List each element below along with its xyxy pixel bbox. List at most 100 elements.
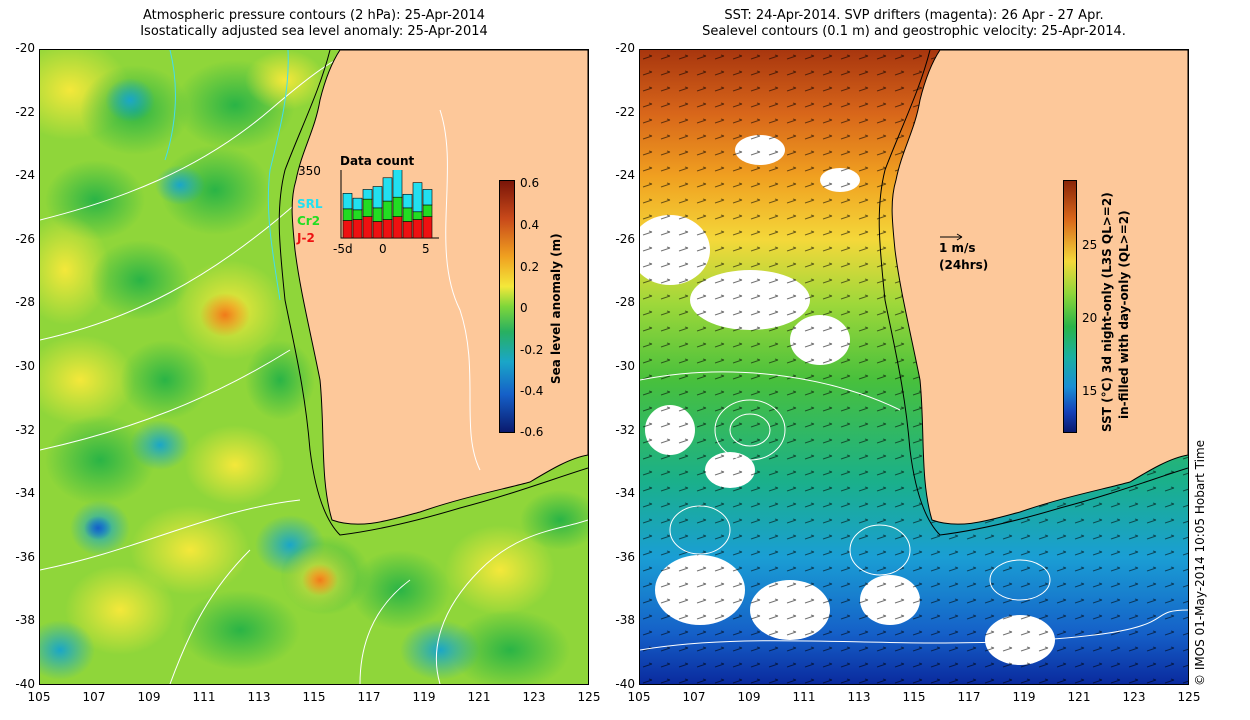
cbar-right-tick-25: 25 [1082, 238, 1098, 252]
velocity-scale-label: 1 m/s [939, 241, 976, 255]
imos-credit: © IMOS 01-May-2014 10:05 Hobart Time [1193, 439, 1207, 686]
left-lat-tick: -24 [15, 168, 35, 183]
inset-bar-j2 [352, 219, 363, 239]
left-lon-tick: 115 [302, 690, 326, 704]
shelf-contour-right [878, 50, 1188, 536]
inset-bar-cr2 [352, 209, 363, 220]
sst-field [640, 50, 1188, 684]
sea-level-colorbar [499, 180, 515, 433]
inset-bar-srl [402, 193, 413, 209]
sealevel-contours [640, 371, 1188, 651]
inset-bar-j2 [362, 216, 373, 239]
velocity-scale-period: (24hrs) [939, 258, 989, 272]
right-title-line1: SST: 24-Apr-2014. SVP drifters (magenta)… [724, 8, 1104, 23]
right-lat-tick: -36 [615, 549, 635, 564]
cbar-right-tick-15: 15 [1082, 384, 1098, 398]
australia-landmass-right [891, 50, 1188, 525]
data-count-chart [340, 170, 439, 239]
right-lon-tick: 119 [1012, 690, 1036, 704]
left-lat-tick: -30 [15, 359, 35, 373]
inset-bar-srl [352, 197, 363, 211]
inset-xtick-minus5: -5d [333, 242, 353, 256]
inset-bar-srl [422, 189, 433, 206]
cbar-left-tick-2: 0.2 [520, 260, 540, 274]
cbar-left-tick-6: -0.6 [520, 425, 544, 439]
right-lon-tick: 117 [957, 690, 981, 704]
inset-ymax: 350 [298, 164, 321, 178]
left-lat-tick: -20 [15, 41, 35, 55]
left-title-line1: Atmospheric pressure contours (2 hPa): 2… [143, 8, 485, 23]
right-lon-tick: 113 [847, 690, 871, 704]
inset-bar-cr2 [412, 211, 423, 220]
right-lat-tick: -28 [615, 295, 635, 310]
left-lon-tick: 113 [247, 690, 271, 704]
right-lon-tick: 105 [627, 690, 651, 704]
right-title-line2: Sealevel contours (0.1 m) and geostrophi… [702, 24, 1126, 39]
right-lat-tick: -20 [615, 41, 635, 55]
shelf-contour [278, 50, 588, 536]
right-lat-tick: -24 [615, 168, 635, 183]
legend-cr2: Cr2 [297, 214, 321, 228]
inset-bar-j2 [392, 216, 403, 239]
sea-level-colorbar-label: Sea level anomaly (m) [549, 233, 563, 384]
legend-srl: SRL [297, 197, 323, 211]
left-lat-tick: -26 [15, 231, 35, 246]
inset-bar-j2 [422, 216, 433, 239]
right-lon-tick: 123 [1122, 690, 1146, 704]
left-lat-tick: -40 [15, 677, 35, 691]
sst-map: 1 m/s (24hrs) [639, 49, 1189, 685]
australia-landmass [291, 50, 588, 525]
inset-bar-cr2 [402, 207, 413, 222]
right-lon-tick: 111 [792, 690, 816, 704]
left-lon-tick: 107 [82, 690, 106, 704]
left-lat-tick: -34 [15, 486, 35, 501]
inset-bar-cr2 [422, 204, 433, 217]
cbar-right-tick-20: 20 [1082, 311, 1098, 325]
left-lat-tick: -36 [15, 549, 35, 564]
left-lat-tick: -22 [15, 104, 35, 119]
legend-j2: J-2 [297, 231, 315, 245]
right-lat-tick: -26 [615, 231, 635, 246]
inland-contour [439, 109, 481, 471]
left-lon-tick: 121 [467, 690, 491, 704]
cbar-left-tick-3: 0 [520, 301, 528, 315]
sst-colorbar-label-line2: in-filled with day-only (QL>=2) [1117, 210, 1131, 419]
inset-bar-cr2 [372, 207, 383, 222]
left-lon-tick: 111 [192, 690, 216, 704]
right-lon-tick: 121 [1067, 690, 1091, 704]
right-lat-tick: -22 [615, 104, 635, 119]
inset-bar-j2 [342, 220, 353, 239]
inset-bar-srl [372, 186, 383, 209]
sea-level-anomaly-field [40, 50, 588, 684]
inset-xtick-0: 0 [379, 242, 387, 256]
cbar-left-tick-4: -0.2 [520, 343, 544, 357]
inset-bar-cr2 [382, 200, 393, 220]
velocity-scale-arrow [940, 233, 963, 241]
right-lat-tick: -40 [615, 677, 635, 691]
left-lat-tick: -32 [15, 422, 35, 437]
left-lon-tick: 109 [137, 690, 161, 704]
inset-bar-srl [362, 189, 373, 200]
inset-bar-cr2 [362, 198, 373, 217]
inset-bar-srl [382, 177, 393, 202]
cbar-left-tick-1: 0.4 [520, 218, 540, 232]
sst-colorbar [1063, 180, 1077, 433]
inset-bar-cr2 [342, 208, 353, 221]
right-lon-tick: 115 [902, 690, 926, 704]
inset-bar-srl [342, 193, 353, 210]
left-title-line2: Isostatically adjusted sea level anomaly… [140, 24, 488, 39]
inset-xtick-5: 5 [422, 242, 430, 256]
inset-bar-srl [412, 182, 423, 213]
inset-bar-srl [392, 170, 403, 198]
right-lon-tick: 125 [1177, 690, 1201, 704]
left-lon-tick: 105 [27, 690, 51, 704]
left-lon-tick: 123 [522, 690, 546, 704]
inset-bar-j2 [402, 221, 413, 239]
inset-bar-cr2 [392, 196, 403, 217]
cbar-left-tick-5: -0.4 [520, 384, 544, 398]
left-lon-tick: 117 [357, 690, 381, 704]
inset-bar-j2 [412, 219, 423, 239]
inset-title: Data count [340, 154, 415, 168]
right-lon-tick: 107 [682, 690, 706, 704]
left-lat-tick: -38 [15, 613, 35, 628]
